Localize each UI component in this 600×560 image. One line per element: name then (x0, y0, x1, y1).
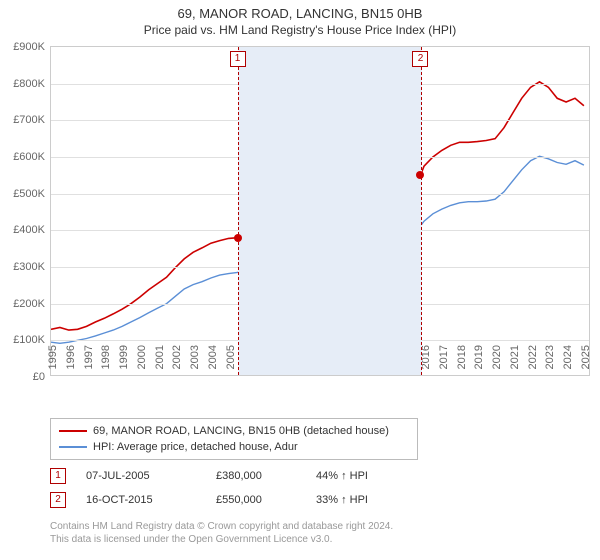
xtick-label: 1996 (65, 345, 77, 379)
ytick-label: £200K (13, 298, 51, 310)
ytick-label: £800K (13, 78, 51, 90)
legend-entry-hpi: HPI: Average price, detached house, Adur (59, 439, 409, 455)
xtick-label: 2003 (189, 345, 201, 379)
xtick-label: 2002 (171, 345, 183, 379)
sale-row-diff: 33% ↑ HPI (316, 494, 426, 506)
xtick-label: 2001 (154, 345, 166, 379)
sales-table-row: 1 07-JUL-2005£380,00044% ↑ HPI (50, 464, 426, 488)
legend-box: 69, MANOR ROAD, LANCING, BN15 0HB (detac… (50, 418, 418, 460)
chart-subtitle: Price paid vs. HM Land Registry's House … (0, 21, 600, 41)
xtick-label: 2018 (456, 345, 468, 379)
ytick-label: £900K (13, 41, 51, 53)
xtick-label: 2021 (509, 345, 521, 379)
shaded-sale-range (238, 47, 423, 375)
xtick-label: 2020 (491, 345, 503, 379)
ytick-label: £700K (13, 114, 51, 126)
xtick-label: 2004 (207, 345, 219, 379)
xtick-label: 2022 (527, 345, 539, 379)
xtick-label: 1995 (47, 345, 59, 379)
ytick-label: £600K (13, 151, 51, 163)
footnote-line-2: This data is licensed under the Open Gov… (50, 533, 393, 546)
sales-table: 1 07-JUL-2005£380,00044% ↑ HPI 2 16-OCT-201… (50, 464, 426, 512)
sale-row-price: £380,000 (216, 470, 316, 482)
ytick-label: £300K (13, 261, 51, 273)
xtick-label: 2000 (136, 345, 148, 379)
sale-point-2 (416, 171, 424, 179)
sale-row-marker: 1 (50, 468, 66, 484)
sale-row-diff: 44% ↑ HPI (316, 470, 426, 482)
xtick-label: 2017 (438, 345, 450, 379)
xtick-label: 2025 (580, 345, 592, 379)
xtick-label: 1999 (118, 345, 130, 379)
legend-swatch (59, 430, 87, 432)
legend-label: HPI: Average price, detached house, Adur (93, 441, 298, 453)
xtick-label: 2019 (473, 345, 485, 379)
footnote-line-1: Contains HM Land Registry data © Crown c… (50, 520, 393, 533)
sale-marker-1: 1 (230, 51, 246, 67)
xtick-label: 2005 (225, 345, 237, 379)
sale-row-marker: 2 (50, 492, 66, 508)
legend-label: 69, MANOR ROAD, LANCING, BN15 0HB (detac… (93, 425, 389, 437)
sale-row-date: 16-OCT-2015 (86, 494, 216, 506)
xtick-label: 1997 (83, 345, 95, 379)
ytick-label: £500K (13, 188, 51, 200)
plot-area: £0£100K£200K£300K£400K£500K£600K£700K£80… (50, 46, 590, 376)
sale-row-date: 07-JUL-2005 (86, 470, 216, 482)
ytick-label: £100K (13, 334, 51, 346)
xtick-label: 1998 (100, 345, 112, 379)
ytick-label: £400K (13, 224, 51, 236)
footnote: Contains HM Land Registry data © Crown c… (50, 520, 393, 546)
legend-swatch (59, 446, 87, 448)
chart-title: 69, MANOR ROAD, LANCING, BN15 0HB (0, 0, 600, 21)
sales-table-row: 2 16-OCT-2015£550,00033% ↑ HPI (50, 488, 426, 512)
sale-marker-2: 2 (412, 51, 428, 67)
chart-container: 69, MANOR ROAD, LANCING, BN15 0HB Price … (0, 0, 600, 560)
xtick-label: 2024 (562, 345, 574, 379)
sale-row-price: £550,000 (216, 494, 316, 506)
xtick-label: 2023 (544, 345, 556, 379)
sale-point-1 (234, 234, 242, 242)
legend-entry-subject: 69, MANOR ROAD, LANCING, BN15 0HB (detac… (59, 423, 409, 439)
